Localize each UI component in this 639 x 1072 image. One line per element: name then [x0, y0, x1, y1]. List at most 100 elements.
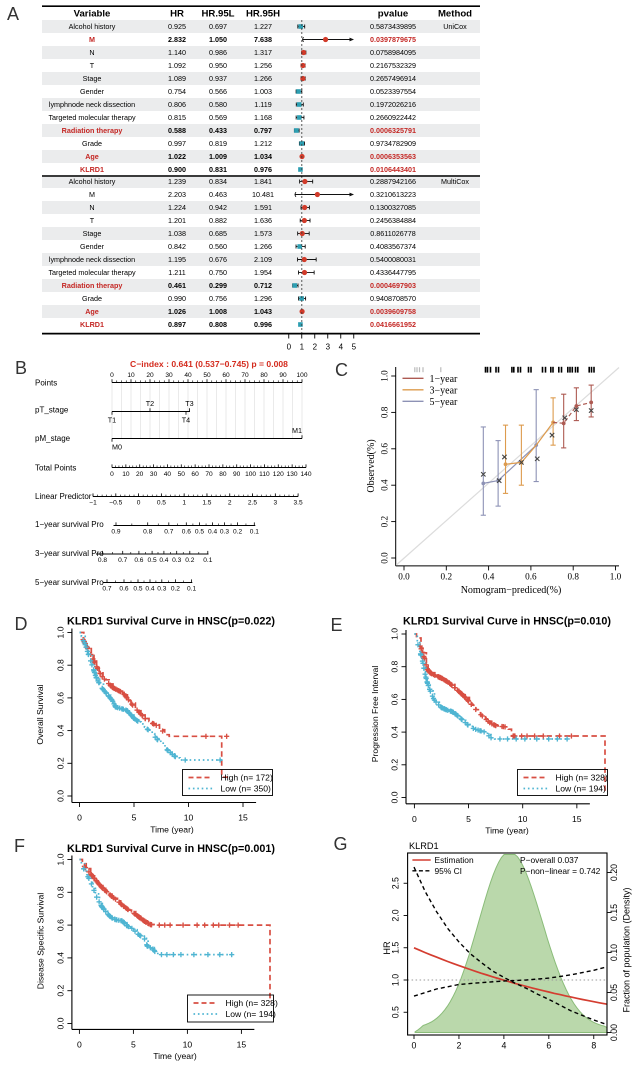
svg-text:0.5: 0.5 — [195, 528, 204, 535]
svg-text:1.573: 1.573 — [254, 229, 272, 238]
svg-text:0.8: 0.8 — [380, 406, 390, 418]
svg-text:0.754: 0.754 — [168, 87, 186, 96]
svg-text:0: 0 — [77, 1039, 82, 1049]
svg-text:0.831: 0.831 — [209, 165, 227, 174]
svg-text:1.0: 1.0 — [610, 571, 622, 581]
svg-text:0.5: 0.5 — [148, 557, 157, 564]
svg-text:2.203: 2.203 — [168, 190, 186, 199]
svg-text:Overall Survival: Overall Survival — [35, 684, 45, 744]
svg-text:C: C — [335, 360, 348, 380]
svg-text:A: A — [7, 4, 19, 24]
svg-text:HR.95H: HR.95H — [246, 8, 280, 19]
svg-text:30: 30 — [165, 372, 173, 379]
svg-text:0.4: 0.4 — [55, 952, 65, 964]
svg-text:0.20: 0.20 — [609, 864, 619, 881]
svg-text:C−index : 0.641 (0.537−0.745): C−index : 0.641 (0.537−0.745) p = 0.008 — [130, 359, 288, 369]
svg-text:Disease Specific Survival: Disease Specific Survival — [36, 893, 46, 990]
svg-text:0.4: 0.4 — [145, 585, 154, 592]
svg-text:120: 120 — [273, 471, 284, 478]
svg-text:0.4083567374: 0.4083567374 — [370, 242, 416, 251]
svg-text:0.4: 0.4 — [483, 571, 495, 581]
svg-text:2.832: 2.832 — [168, 35, 186, 44]
svg-text:1.089: 1.089 — [168, 74, 186, 83]
svg-text:Targeted molecular therapy: Targeted molecular therapy — [48, 113, 136, 122]
svg-text:T1: T1 — [108, 416, 116, 425]
svg-text:1.266: 1.266 — [254, 242, 272, 251]
svg-text:0.0416661952: 0.0416661952 — [370, 320, 416, 329]
svg-text:1.0: 1.0 — [55, 626, 65, 638]
svg-text:0.2167532329: 0.2167532329 — [370, 61, 416, 70]
svg-text:100: 100 — [296, 372, 307, 379]
svg-text:Grade: Grade — [82, 294, 102, 303]
svg-text:1.841: 1.841 — [254, 177, 272, 186]
svg-text:0.569: 0.569 — [209, 113, 227, 122]
svg-text:0.0523397554: 0.0523397554 — [370, 87, 416, 96]
svg-text:Estimation: Estimation — [435, 855, 474, 865]
svg-text:3−year: 3−year — [430, 385, 459, 396]
svg-text:0.996: 0.996 — [254, 320, 272, 329]
svg-text:3.5: 3.5 — [294, 500, 303, 507]
svg-text:5: 5 — [132, 813, 137, 823]
svg-text:0.8: 0.8 — [567, 571, 579, 581]
svg-text:10.481: 10.481 — [252, 190, 274, 199]
svg-text:pT_stage: pT_stage — [35, 406, 69, 415]
svg-text:0.834: 0.834 — [209, 177, 227, 186]
svg-text:Radiation therapy: Radiation therapy — [62, 126, 123, 135]
svg-text:1: 1 — [182, 500, 186, 507]
svg-text:1.038: 1.038 — [168, 229, 186, 238]
svg-text:70: 70 — [205, 471, 213, 478]
svg-text:1.195: 1.195 — [168, 255, 186, 264]
svg-text:1.009: 1.009 — [209, 152, 227, 161]
svg-text:0: 0 — [110, 372, 114, 379]
svg-text:1.140: 1.140 — [168, 48, 186, 57]
svg-text:0: 0 — [110, 471, 114, 478]
svg-text:1.266: 1.266 — [254, 74, 272, 83]
svg-text:0.6: 0.6 — [55, 692, 65, 704]
svg-text:0.3: 0.3 — [220, 528, 229, 535]
svg-text:lymphnode neck dissection: lymphnode neck dissection — [49, 255, 135, 264]
svg-text:M0: M0 — [112, 443, 122, 452]
svg-text:Age: Age — [85, 307, 99, 316]
svg-text:95% CI: 95% CI — [435, 866, 462, 876]
svg-text:Gender: Gender — [80, 242, 105, 251]
svg-text:P−non−linear = 0.742: P−non−linear = 0.742 — [520, 866, 601, 876]
svg-text:0.808: 0.808 — [209, 320, 227, 329]
svg-text:0.942: 0.942 — [209, 203, 227, 212]
svg-text:1: 1 — [300, 343, 305, 352]
svg-text:HR.95L: HR.95L — [201, 8, 234, 19]
svg-text:1.026: 1.026 — [168, 307, 186, 316]
svg-text:0.1: 0.1 — [250, 528, 259, 535]
svg-text:Low (n= 194): Low (n= 194) — [226, 1009, 277, 1019]
svg-text:1.954: 1.954 — [254, 268, 272, 277]
svg-text:−1: −1 — [89, 500, 97, 507]
svg-text:0.8: 0.8 — [390, 661, 400, 673]
svg-text:0.925: 0.925 — [168, 22, 186, 31]
svg-text:1.119: 1.119 — [254, 100, 271, 109]
svg-text:6: 6 — [546, 1041, 551, 1051]
svg-text:0.566: 0.566 — [209, 87, 227, 96]
svg-text:0.560: 0.560 — [209, 242, 227, 251]
svg-text:1.591: 1.591 — [254, 203, 272, 212]
svg-text:0.5873439895: 0.5873439895 — [370, 22, 416, 31]
svg-text:Gender: Gender — [80, 87, 105, 96]
svg-text:0.5: 0.5 — [133, 585, 142, 592]
svg-text:1.050: 1.050 — [209, 35, 227, 44]
svg-text:0.997: 0.997 — [168, 139, 186, 148]
svg-text:1.256: 1.256 — [254, 61, 272, 70]
svg-text:0: 0 — [137, 500, 141, 507]
svg-text:T: T — [90, 61, 95, 70]
svg-text:0.697: 0.697 — [209, 22, 227, 31]
svg-text:0.7: 0.7 — [118, 557, 127, 564]
svg-text:M: M — [89, 190, 95, 199]
svg-text:2.5: 2.5 — [248, 500, 257, 507]
svg-text:0.976: 0.976 — [254, 165, 272, 174]
svg-text:High (n= 172): High (n= 172) — [221, 773, 273, 783]
svg-text:Low (n= 194): Low (n= 194) — [556, 784, 607, 794]
svg-text:Method: Method — [438, 8, 472, 19]
svg-text:0.2: 0.2 — [185, 557, 194, 564]
svg-text:Progression Free Interval: Progression Free Interval — [370, 666, 380, 763]
svg-text:0.2456384884: 0.2456384884 — [370, 216, 416, 225]
svg-text:140: 140 — [300, 471, 311, 478]
svg-text:0.6: 0.6 — [182, 528, 191, 535]
svg-text:7.638: 7.638 — [254, 35, 272, 44]
